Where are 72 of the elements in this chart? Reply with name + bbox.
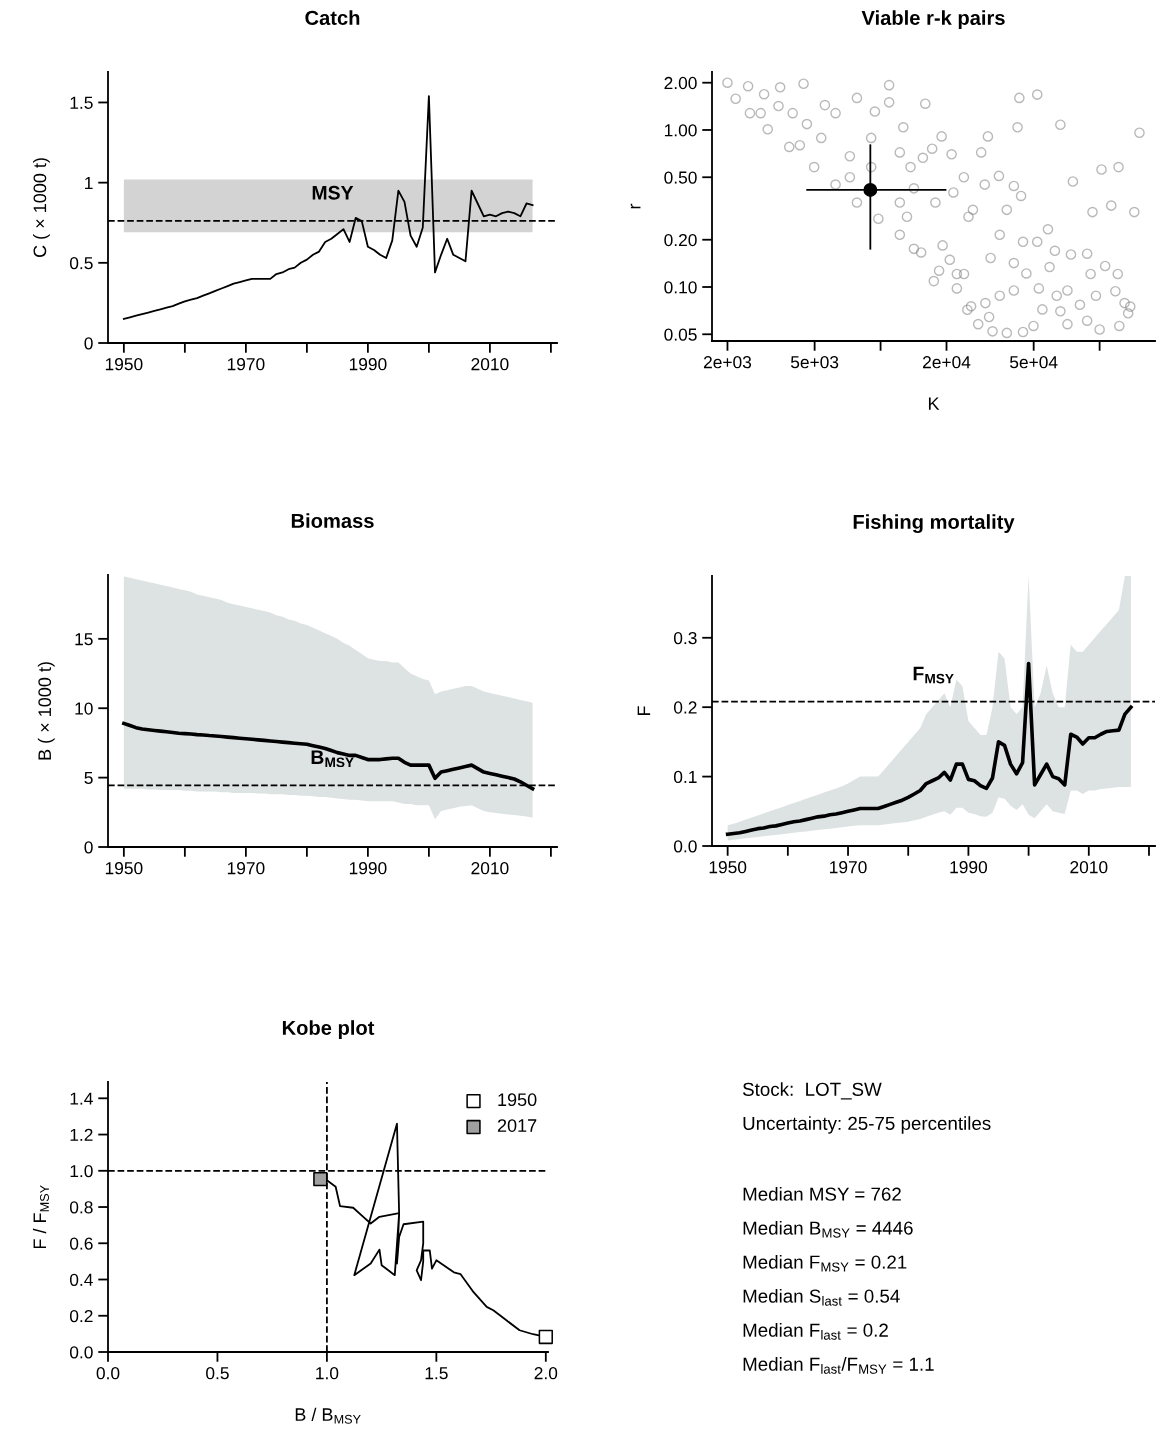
x-tick-label: 1970 [830, 861, 867, 874]
x-tick-label: 5e+04 [1009, 356, 1058, 369]
x-tick-label: 0.5 [206, 1367, 229, 1380]
y-tick-label: 0.3 [673, 631, 697, 645]
x-tick-label: 2e+03 [703, 356, 752, 369]
chart-title: Fishing mortality [853, 514, 1015, 534]
y-tick-label: 10 [75, 702, 93, 715]
y-tick-label: 0.4 [69, 1273, 93, 1286]
text: Median MSY = 762 [743, 1187, 901, 1201]
y-tick-label: 1 [85, 176, 93, 189]
y-tick-label: 0.2 [673, 701, 697, 714]
y-tick-label: 1.4 [70, 1092, 93, 1105]
x-tick-label: 1950 [709, 861, 747, 874]
x-tick-label: 1990 [349, 358, 387, 371]
legend-label: 2017 [497, 1119, 537, 1132]
x-tick-label: 1.0 [316, 1367, 339, 1380]
x-tick-label: 1970 [227, 358, 265, 371]
y-tick-label: 1.2 [70, 1128, 93, 1141]
x-axis-title: K [928, 397, 940, 410]
text: Median F$_{MSY}$ = 0.21 [743, 1254, 907, 1272]
text: Median B$_{MSY}$ = 4446 [743, 1220, 913, 1238]
x-tick-label: 2010 [1070, 861, 1108, 874]
y-axis-title: r [630, 203, 641, 209]
y-tick-label: 1.5 [70, 96, 93, 109]
y-tick-label: 1.00 [664, 124, 697, 137]
y-tick-label: 0.50 [664, 171, 697, 184]
y-tick-label: 0.5 [69, 256, 93, 270]
x-tick-label: 1950 [105, 862, 143, 875]
y-tick-label: 0.2 [69, 1309, 93, 1323]
y-axis-title: B ( × 1000 t) [37, 662, 55, 760]
y-axis-title: F [637, 706, 651, 716]
legend-label: 1950 [498, 1093, 537, 1107]
x-tick-label: 5e+03 [790, 356, 839, 369]
text: Median F$_{last}$/F$_{MSY}$ = 1.1 [743, 1357, 934, 1374]
text: Uncertainty: 25-75 percentiles [743, 1116, 991, 1134]
x-tick-label: 1990 [950, 861, 988, 874]
y-tick-label: 0.8 [69, 1201, 93, 1214]
ref-line-label: F$_{MSY}$ [913, 666, 954, 684]
text: Median S$_{last}$ = 0.54 [743, 1289, 900, 1306]
x-tick-label: 1970 [227, 862, 265, 875]
y-tick-label: 0 [84, 337, 93, 350]
chart-title: Catch [305, 10, 360, 25]
y-tick-label: 0.0 [69, 1346, 93, 1359]
ref-line-label: MSY [312, 185, 354, 200]
chart-title: Biomass [291, 513, 374, 528]
x-tick-label: 2010 [471, 358, 509, 371]
x-axis-title: B / B$_{MSY}$ [295, 1407, 361, 1424]
y-tick-label: 0.10 [664, 281, 697, 294]
chart-title: Viable r-k pairs [861, 10, 1005, 29]
y-axis-title: C ( × 1000 t) [33, 158, 50, 258]
y-tick-label: 0.20 [664, 233, 697, 247]
ref-line-label: B$_{MSY}$ [311, 750, 354, 768]
y-tick-label: 5 [84, 771, 93, 785]
chart-title: Kobe plot [282, 1020, 375, 1039]
y-tick-label: 0 [84, 841, 93, 854]
y-tick-label: 2.00 [664, 76, 697, 90]
x-tick-label: 0.0 [96, 1367, 120, 1380]
y-tick-label: 0.1 [673, 770, 697, 784]
y-tick-label: 0.05 [664, 328, 697, 341]
y-tick-label: 0.6 [69, 1237, 93, 1250]
x-tick-label: 1990 [349, 862, 387, 875]
text: Median F$_{last}$ = 0.2 [743, 1323, 888, 1340]
text: Stock: LOT_SW [742, 1082, 882, 1100]
y-tick-label: 15 [75, 633, 93, 646]
y-axis-title: F / F$_{MSY}$ [32, 1185, 49, 1249]
y-tick-label: 0.0 [673, 840, 697, 853]
y-tick-label: 1.0 [70, 1164, 93, 1178]
x-tick-label: 1.5 [425, 1367, 448, 1380]
x-tick-label: 2.0 [534, 1367, 558, 1380]
x-tick-label: 2e+04 [923, 356, 971, 369]
x-tick-label: 2010 [471, 862, 509, 875]
x-tick-label: 1950 [105, 358, 143, 371]
